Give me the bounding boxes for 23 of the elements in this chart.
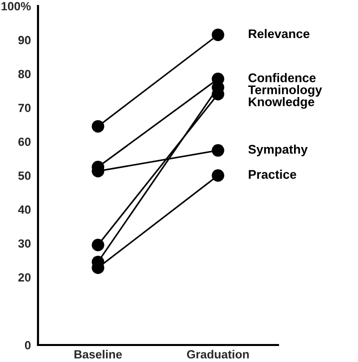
y-tick-label: 0 xyxy=(24,341,31,350)
point xyxy=(212,144,224,157)
series-label: Sympathy xyxy=(248,144,308,156)
series-label: Practice xyxy=(248,170,296,179)
point xyxy=(212,169,224,182)
y-tick-label: 20 xyxy=(18,273,31,282)
y-tick-label: 80 xyxy=(18,70,31,78)
series-label: Confidence xyxy=(248,73,316,82)
x-tick-label: Graduation xyxy=(187,350,249,359)
y-tick-label: 30 xyxy=(18,239,31,248)
y-tick-label: 70 xyxy=(18,104,31,112)
point xyxy=(212,28,224,42)
y-tick-label: 60 xyxy=(18,138,31,146)
y-tick-label: 100% xyxy=(2,2,31,10)
point xyxy=(92,120,104,133)
series-label: Relevance xyxy=(248,28,310,38)
y-tick-label: 90 xyxy=(18,36,31,44)
y-tick-label: 50 xyxy=(18,172,31,180)
x-tick-label: Baseline xyxy=(74,350,122,359)
series-label: Terminology xyxy=(248,85,322,97)
point xyxy=(92,238,104,252)
series-label: Knowledge xyxy=(248,97,314,109)
y-tick-label: 40 xyxy=(18,205,31,214)
